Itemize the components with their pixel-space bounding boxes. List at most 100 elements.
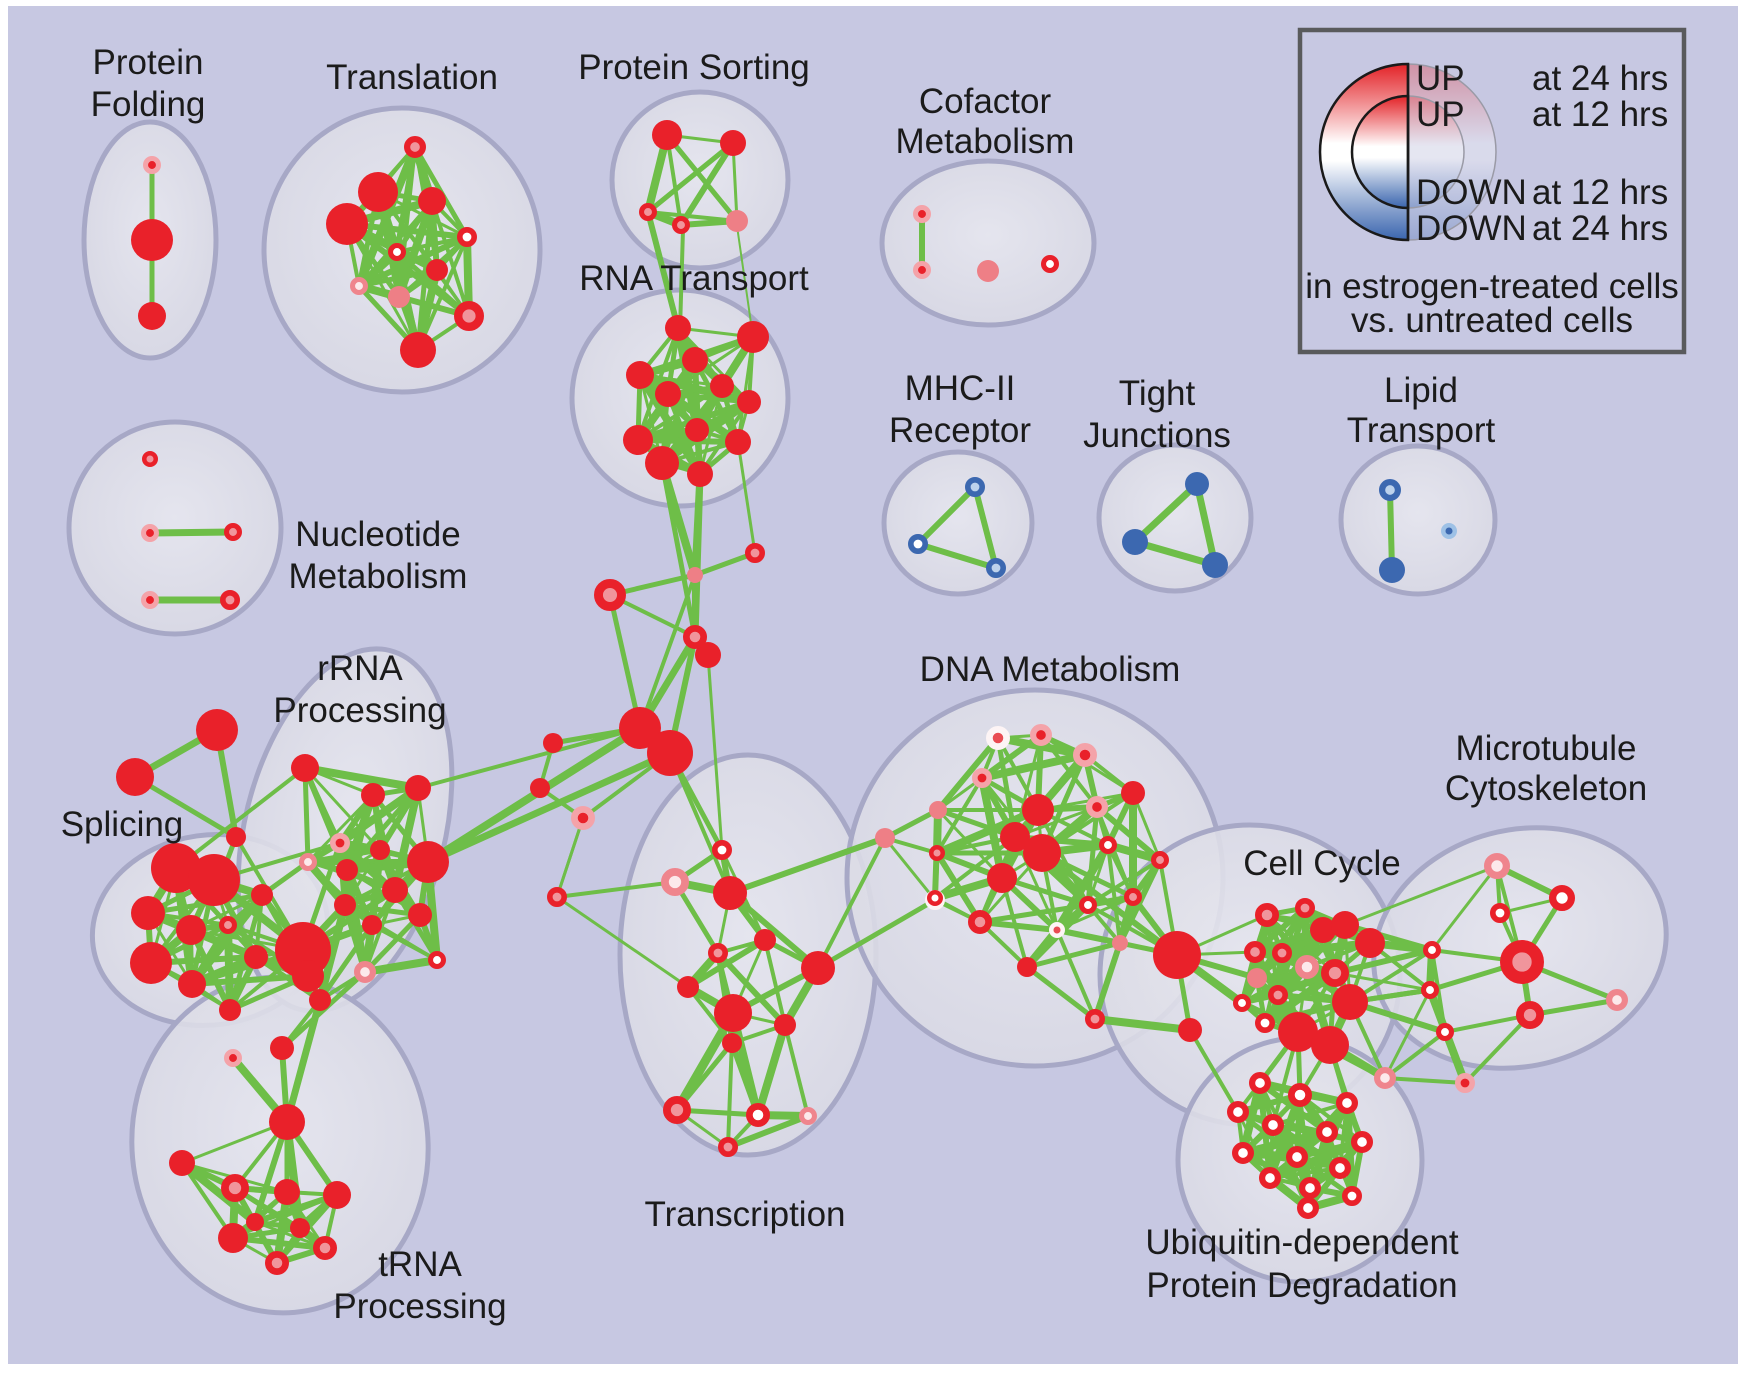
gene-node-cell-cycle: [1423, 941, 1442, 960]
gene-node-splicing: [244, 945, 268, 969]
edge-dna-metabolism: [1054, 927, 1123, 946]
gene-node-ubiquitin-degradation: [1231, 1141, 1254, 1164]
gene-node-dna-metabolism: [1079, 896, 1098, 915]
gene-node-rrna-processing: [408, 903, 432, 927]
gene-node-translation: [403, 136, 426, 159]
cluster-blob-mhc-ii-receptor: [881, 449, 1035, 597]
gene-node-rna-transport: [623, 425, 653, 455]
cluster-label-rrna-processing: rRNA: [317, 649, 403, 688]
edge-rrna-processing: [362, 912, 423, 975]
gene-node-dna-metabolism: [1048, 921, 1065, 938]
gene-node-cell-cycle: [1310, 917, 1336, 943]
gene-node-ubiquitin-degradation: [1261, 1113, 1284, 1136]
edge-intercluster: [1430, 864, 1499, 952]
gene-node-protein-sorting: [652, 120, 682, 150]
cluster-label-protein-sorting: Protein Sorting: [578, 48, 810, 87]
cluster-label-mhc-ii-receptor: MHC-II: [905, 369, 1016, 408]
edge-intercluster: [424, 749, 674, 866]
cluster-label-dna-metabolism: DNA Metabolism: [920, 650, 1181, 689]
gene-node-ubiquitin-degradation: [1296, 1196, 1319, 1219]
gene-node-cell-cycle: [1331, 911, 1359, 939]
edge-intercluster: [1383, 1076, 1467, 1085]
gene-node-cell-cycle: [1153, 931, 1201, 979]
edge-rrna-processing: [336, 784, 422, 847]
gene-node-translation: [358, 172, 398, 212]
edge-rrna-processing: [342, 902, 423, 918]
cluster-label-rna-transport: RNA Transport: [579, 259, 809, 298]
gene-node-cell-cycle: [1373, 1066, 1396, 1089]
gene-node-transcription: [662, 1096, 691, 1125]
gene-node-rrna-processing: [334, 894, 356, 916]
gene-node-cell-cycle: [1355, 928, 1385, 958]
gene-node-dna-metabolism: [1151, 851, 1170, 870]
edge-transcription: [725, 1113, 811, 1150]
gene-node-cofactor-metabolism: [913, 205, 932, 224]
gene-node-rrna-processing: [382, 877, 408, 903]
edge-rrna-processing: [316, 901, 349, 1004]
gene-node-rrna-processing: [427, 951, 446, 970]
cluster-label-nucleotide-metabolism: Metabolism: [289, 557, 468, 596]
gene-node-translation: [326, 203, 368, 245]
gene-node-nucleotide-metabolism: [142, 450, 159, 467]
edge-intercluster: [283, 996, 324, 1126]
edge-dna-metabolism: [979, 732, 1044, 781]
edge-dna-metabolism: [1091, 1015, 1194, 1034]
gene-node-cell-cycle: [1311, 1026, 1349, 1064]
gene-node-rrna-processing: [370, 840, 390, 860]
gene-node-protein-folding: [143, 156, 162, 175]
edge-mhc-ii-receptor: [915, 541, 999, 571]
cluster-label-mhc-ii-receptor: Receptor: [889, 411, 1031, 450]
edge-intercluster: [691, 470, 704, 641]
legend-direction-2: DOWN: [1416, 173, 1527, 212]
edge-dna-metabolism: [1024, 940, 1123, 970]
gene-node-transcription: [722, 1033, 742, 1053]
gene-node-splicing: [176, 915, 206, 945]
legend-time-0: at 24 hrs: [1532, 59, 1668, 98]
edge-intercluster: [1188, 1028, 1240, 1114]
gene-node-trna-processing: [312, 1235, 337, 1260]
gene-node-trna-processing: [218, 1223, 248, 1253]
gene-node-splicing: [292, 960, 324, 992]
edge-lipid-transport: [1387, 487, 1395, 573]
gene-node-dna-metabolism: [1023, 834, 1061, 872]
gene-node-rrna-processing: [298, 853, 317, 872]
gene-node-central-bridge: [647, 730, 693, 776]
edge-translation: [356, 267, 440, 289]
gene-node-protein-folding: [138, 302, 166, 330]
edge-dna-metabolism: [1131, 791, 1162, 862]
cluster-label-protein-folding: Folding: [91, 85, 206, 124]
edge-rrna-processing: [370, 923, 439, 962]
edge-rrna-processing: [317, 922, 375, 1003]
gene-node-dna-metabolism: [1121, 781, 1145, 805]
cluster-label-tight-junctions: Tight: [1119, 374, 1196, 413]
cluster-label-trna-processing: Processing: [333, 1287, 506, 1326]
gene-node-mhc-ii-receptor: [985, 557, 1006, 578]
gene-node-transcription: [745, 1102, 770, 1127]
cluster-label-ubiquitin-degradation: Ubiquitin-dependent: [1145, 1223, 1459, 1262]
edge-dna-metabolism: [977, 919, 1060, 933]
gene-node-trna-processing: [274, 1179, 300, 1205]
edge-trna-processing: [230, 1235, 328, 1251]
gene-node-microtubule-cytoskeleton: [1500, 939, 1545, 984]
edge-intercluster: [555, 816, 585, 899]
edge-protein-sorting: [664, 132, 740, 224]
edge-central-bridge: [692, 550, 758, 578]
gene-node-ubiquitin-degradation: [1335, 1091, 1358, 1114]
edge-dna-metabolism: [1104, 841, 1164, 864]
gene-node-rrna-processing: [353, 961, 376, 984]
gene-node-rrna-processing: [336, 859, 358, 881]
gene-node-ubiquitin-degradation: [1342, 1186, 1363, 1207]
gene-node-transcription: [801, 951, 835, 985]
cluster-blob-protein-sorting: [609, 89, 791, 271]
gene-node-microtubule-cytoskeleton: [1516, 1000, 1545, 1029]
cluster-label-tight-junctions: Junctions: [1083, 416, 1231, 455]
edge-intercluster: [668, 751, 732, 895]
gene-node-nucleotide-metabolism: [141, 524, 160, 543]
edge-splicing-bridge: [132, 774, 239, 840]
edge-transcription: [763, 938, 787, 1027]
cluster-label-ubiquitin-degradation: Protein Degradation: [1146, 1266, 1457, 1305]
gene-node-ubiquitin-degradation: [1298, 1176, 1321, 1199]
gene-node-dna-metabolism: [1029, 724, 1052, 747]
